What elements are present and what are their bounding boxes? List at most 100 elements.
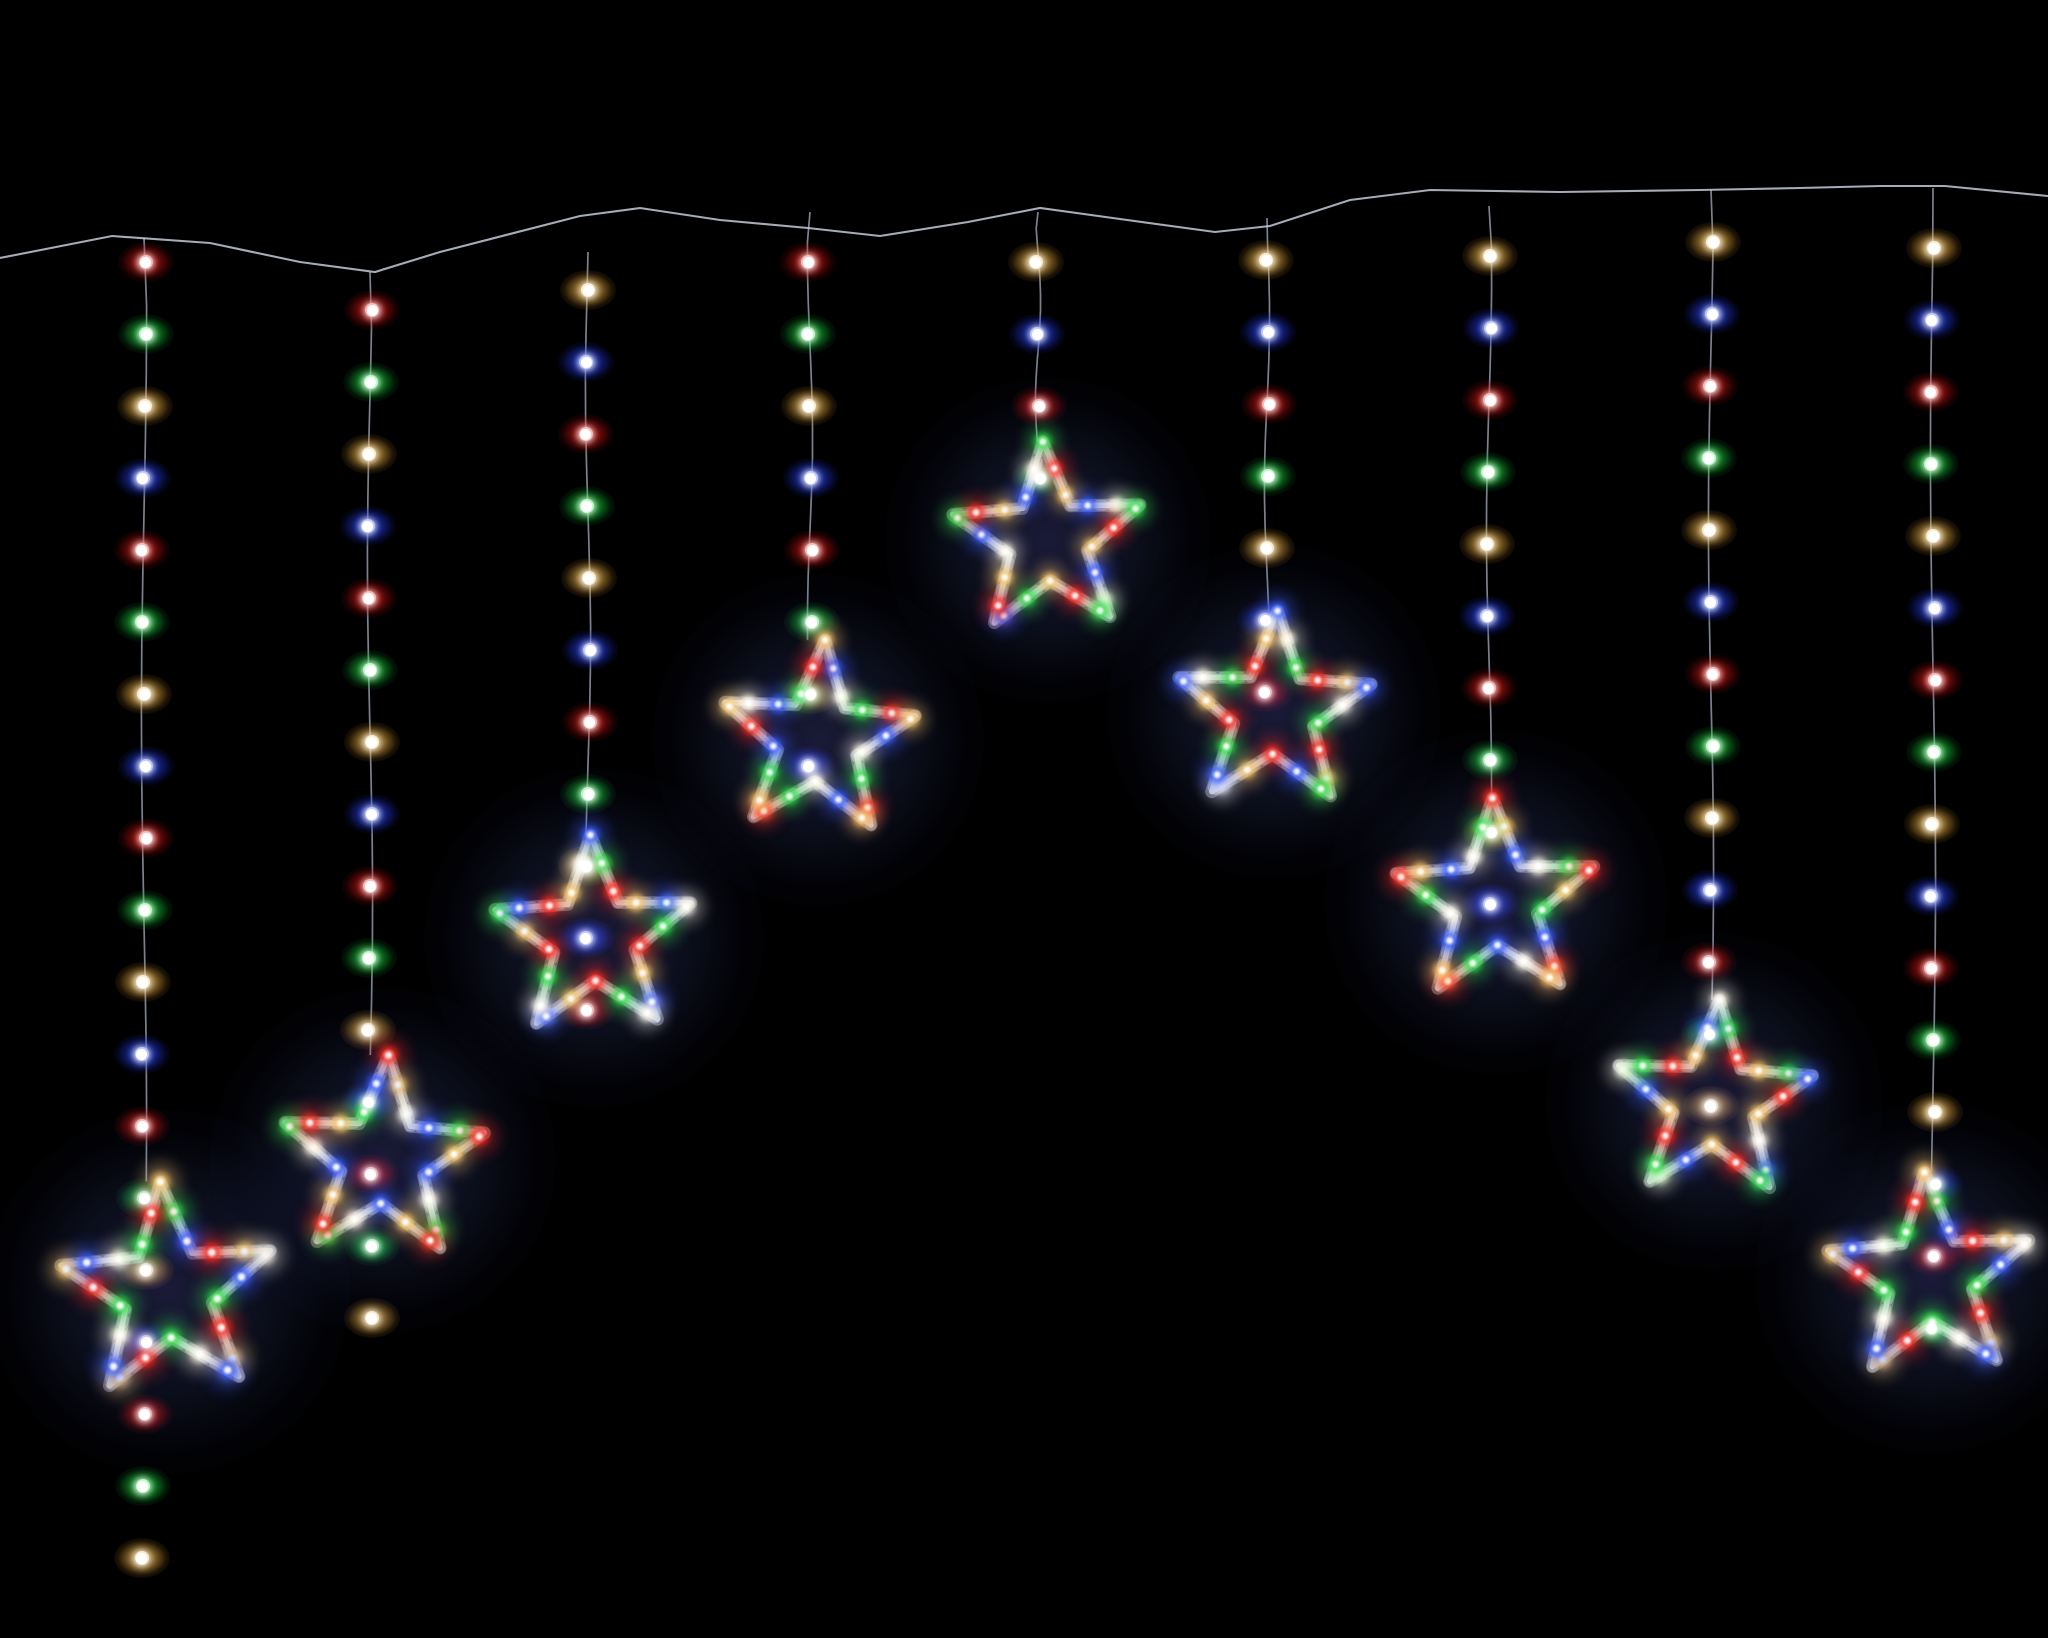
star-led-green: [771, 778, 808, 815]
star-led-amber: [322, 1104, 360, 1142]
star-led-white: [179, 1334, 220, 1374]
star-led-blue: [500, 889, 538, 927]
star-led-blue: [357, 1064, 396, 1103]
led-core: [1705, 1100, 1717, 1112]
star-led-blue: [1348, 669, 1385, 706]
star-led-green: [1214, 659, 1251, 696]
star-led-red: [1254, 735, 1291, 773]
star-led-green: [1710, 1010, 1747, 1047]
star-led-white: [1016, 451, 1052, 487]
led-core: [139, 400, 151, 412]
led-core: [365, 1168, 376, 1180]
strand-led-blue: [780, 746, 837, 786]
led-core: [1259, 614, 1271, 626]
star-led-amber: [1329, 664, 1366, 701]
star-led-white: [1519, 847, 1558, 885]
star-led-red: [460, 1117, 498, 1156]
led-core: [583, 572, 595, 584]
star-led-white: [1505, 942, 1543, 980]
star-led-green: [271, 1107, 309, 1146]
star-led-red: [125, 1337, 166, 1378]
star-led-amber: [506, 912, 543, 950]
led-core: [136, 1120, 148, 1132]
strand-led-green: [1681, 1014, 1738, 1054]
led-core: [366, 1240, 378, 1252]
strand-led-amber: [1238, 528, 1295, 568]
led-core: [140, 1336, 152, 1348]
star-led-red: [1839, 1253, 1878, 1292]
led-core: [1481, 538, 1493, 550]
led-core: [1928, 1250, 1940, 1262]
star-led-green: [1082, 593, 1118, 629]
star-led-green: [1865, 1271, 1903, 1310]
star-led-amber: [212, 1338, 253, 1378]
led-core: [140, 760, 152, 772]
star-led-blue: [868, 717, 904, 754]
led-core: [137, 976, 149, 988]
led-core: [1263, 398, 1275, 410]
strand-led-blue: [562, 630, 619, 670]
star-led-green: [1637, 1146, 1674, 1183]
star-led-green: [197, 1279, 237, 1319]
star-led-red: [291, 1104, 329, 1142]
star-led-red: [192, 1232, 232, 1273]
strand-led-red: [558, 990, 615, 1030]
strand-led-amber: [1903, 804, 1960, 844]
star-led-red: [1096, 510, 1132, 546]
star-glow-halo: [1106, 544, 1442, 880]
strand-led-amber: [1685, 222, 1742, 262]
star-led-amber: [1188, 682, 1225, 719]
strand-led-green: [560, 774, 617, 814]
star-led-green: [100, 1285, 140, 1326]
star-led-red: [1299, 662, 1336, 699]
star-led-red: [1211, 701, 1248, 738]
star-led-red: [958, 494, 994, 530]
star-led-white: [667, 888, 705, 926]
led-core: [136, 1552, 148, 1564]
star-led-green: [122, 1224, 162, 1265]
strand-led-blue: [1902, 876, 1959, 916]
led-core: [366, 736, 378, 748]
strand-led-green: [1462, 740, 1519, 780]
strand-led-blue: [1682, 582, 1739, 622]
star-led-amber: [46, 1249, 86, 1289]
star-led-green: [529, 957, 567, 995]
star-led-green: [940, 500, 976, 536]
strand-led-green: [118, 314, 175, 354]
led-core: [1034, 472, 1046, 484]
star-led-green: [583, 844, 621, 882]
star-led-green: [644, 907, 682, 945]
star-led-white: [1701, 981, 1738, 1019]
star-led-blue: [1857, 1329, 1896, 1368]
strand-led-green: [1905, 1020, 1962, 1060]
star-led-red: [980, 588, 1016, 624]
star-led-blue: [648, 884, 685, 922]
star-glow-halo: [1755, 1103, 2048, 1453]
led-core: [1927, 1034, 1939, 1046]
led-core: [1703, 524, 1715, 536]
star-led-amber: [314, 1175, 352, 1214]
strand-led-red: [1907, 660, 1964, 700]
star-led-red: [1535, 947, 1573, 985]
star-led-blue: [760, 686, 797, 723]
star-led-blue: [1259, 592, 1296, 629]
star-led-blue: [1689, 1009, 1726, 1046]
star-led-white: [522, 987, 560, 1025]
star-led-red: [577, 962, 614, 1000]
star-led-amber: [711, 688, 748, 725]
led-core: [1929, 602, 1941, 614]
strand-led-blue: [1463, 308, 1520, 348]
star-led-green: [1464, 808, 1502, 846]
star-ornament: [1106, 544, 1442, 880]
led-core: [140, 1264, 152, 1276]
star-led-green: [1917, 1182, 1956, 1220]
led-core: [1929, 674, 1941, 686]
strand-led-red: [114, 1106, 171, 1146]
strand-led-amber: [1007, 242, 1064, 282]
star-led-red: [131, 1193, 171, 1233]
strand-led-red: [1680, 942, 1737, 982]
star-led-green: [1278, 649, 1315, 686]
star-led-amber: [987, 559, 1023, 595]
led-core: [137, 472, 149, 484]
star-glow-halo: [209, 986, 557, 1334]
